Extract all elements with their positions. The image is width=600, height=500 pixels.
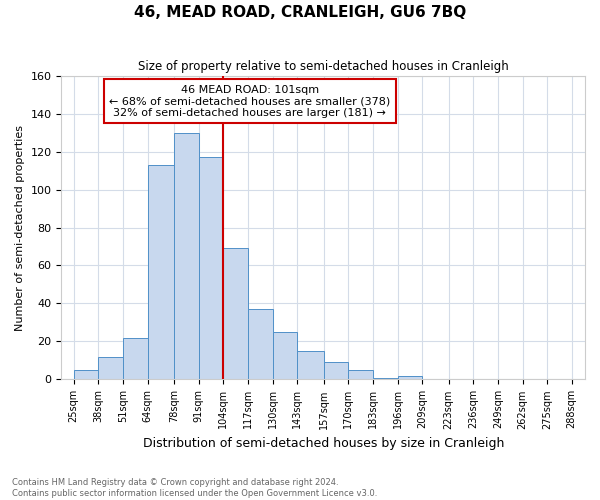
Bar xyxy=(297,351,323,380)
Bar xyxy=(373,378,398,380)
Text: 46 MEAD ROAD: 101sqm
← 68% of semi-detached houses are smaller (378)
32% of semi: 46 MEAD ROAD: 101sqm ← 68% of semi-detac… xyxy=(109,84,391,118)
Bar xyxy=(348,370,373,380)
Bar xyxy=(272,332,297,380)
Y-axis label: Number of semi-detached properties: Number of semi-detached properties xyxy=(15,124,25,330)
Bar xyxy=(123,338,148,380)
X-axis label: Distribution of semi-detached houses by size in Cranleigh: Distribution of semi-detached houses by … xyxy=(143,437,504,450)
Bar xyxy=(248,309,272,380)
Text: 46, MEAD ROAD, CRANLEIGH, GU6 7BQ: 46, MEAD ROAD, CRANLEIGH, GU6 7BQ xyxy=(134,5,466,20)
Bar xyxy=(148,165,174,380)
Title: Size of property relative to semi-detached houses in Cranleigh: Size of property relative to semi-detach… xyxy=(138,60,509,73)
Bar xyxy=(223,248,248,380)
Text: Contains HM Land Registry data © Crown copyright and database right 2024.
Contai: Contains HM Land Registry data © Crown c… xyxy=(12,478,377,498)
Bar xyxy=(174,132,199,380)
Bar xyxy=(199,157,223,380)
Bar xyxy=(74,370,98,380)
Bar xyxy=(323,362,348,380)
Bar xyxy=(98,356,123,380)
Bar xyxy=(398,376,422,380)
